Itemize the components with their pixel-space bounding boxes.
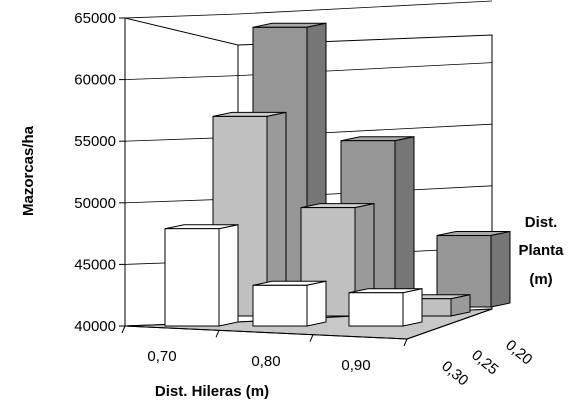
- y-tick-label: 50000: [74, 195, 116, 212]
- bars: [164, 22, 511, 327]
- bar-front: [164, 228, 220, 327]
- x-axis-line: [124, 325, 408, 340]
- x-tick-label: 0,80: [251, 353, 280, 370]
- bar: [164, 224, 239, 327]
- depth-axis-title-line1: Dist.: [525, 214, 558, 231]
- bar-side: [218, 224, 239, 327]
- bar: [252, 280, 327, 327]
- bar-side: [490, 230, 511, 308]
- y-axis-title: Mazorcas/ha: [20, 125, 37, 216]
- bar-side: [306, 280, 327, 327]
- bar-side: [402, 288, 423, 327]
- bar: [348, 288, 423, 327]
- x-tick: [309, 334, 314, 342]
- x-tick: [403, 338, 408, 347]
- depth-axis-line: [406, 308, 493, 340]
- y-tick-label: 45000: [74, 256, 116, 273]
- y-tick-label: 65000: [74, 10, 116, 27]
- depth-tick-label: 0,25: [468, 347, 501, 379]
- x-tick-label: 0,90: [341, 357, 370, 374]
- bar-side: [450, 294, 471, 317]
- gridline: [124, 62, 493, 80]
- y-tick-label: 60000: [74, 72, 116, 89]
- bar-side: [394, 136, 415, 308]
- bar-front: [252, 284, 308, 327]
- x-axis-title: Dist. Hileras (m): [155, 383, 269, 400]
- x-axis: 0,70 0,80 0,90: [121, 325, 408, 374]
- depth-tick-label: 0,20: [502, 337, 535, 369]
- depth-tick-label: 0,30: [438, 358, 471, 390]
- x-tick: [121, 325, 126, 334]
- y-tick-label: 40000: [74, 318, 116, 335]
- x-tick: [215, 330, 220, 338]
- gridline: [124, 0, 493, 19]
- x-tick-label: 0,70: [147, 348, 176, 365]
- bar-front: [348, 292, 404, 327]
- y-tick-label: 55000: [74, 133, 116, 150]
- depth-axis-title-line3: (m): [529, 271, 552, 288]
- y-axis: 40000 45000 50000 55000 60000 65000: [74, 10, 125, 335]
- depth-axis-title-line2: Planta: [518, 242, 564, 259]
